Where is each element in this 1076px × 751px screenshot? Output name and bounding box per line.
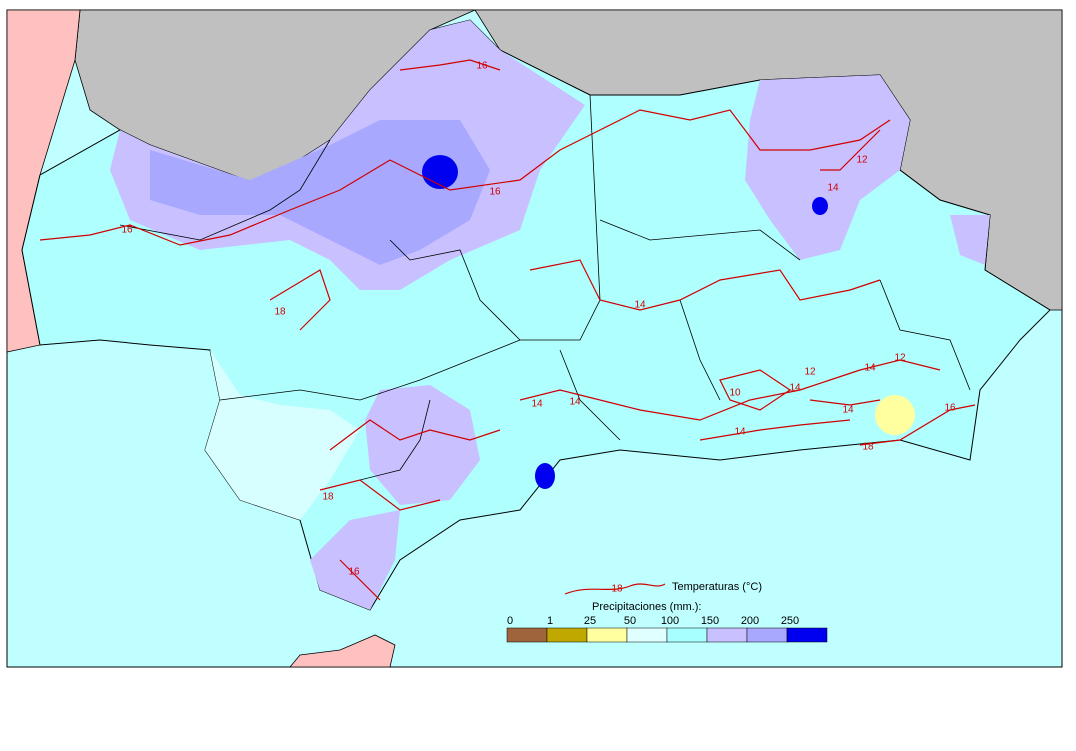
legend: 18 Temperaturas (°C) Precipitaciones (mm…: [506, 581, 828, 643]
scale-tick-label: 150: [701, 615, 719, 627]
contour-label: 14: [827, 183, 839, 194]
contour-label: 18: [274, 307, 286, 318]
contour-label: 12: [856, 155, 868, 166]
contour-label: 16: [489, 187, 501, 198]
precip-25: [875, 395, 915, 435]
legend-temperature-title: Temperaturas (°C): [672, 581, 762, 593]
scale-tick-label: 25: [584, 615, 596, 627]
scale-tick-label: 50: [624, 615, 636, 627]
contour-label: 16: [944, 403, 956, 414]
scale-swatch: [506, 627, 548, 643]
precip-250: [812, 197, 828, 215]
scale-swatch: [786, 627, 828, 643]
contour-label: 14: [734, 427, 746, 438]
contour-label: 12: [804, 367, 816, 378]
contour-label: 14: [842, 405, 854, 416]
scale-swatch: [666, 627, 708, 643]
scale-swatch: [626, 627, 668, 643]
contour-label: 14: [864, 363, 876, 374]
contour-label: 14: [634, 300, 646, 311]
scale-tick-label: 1: [547, 615, 553, 627]
contour-label: 16: [348, 567, 360, 578]
scale-swatch: [746, 627, 788, 643]
contour-label: 10: [729, 388, 741, 399]
scale-swatch: [546, 627, 588, 643]
scale-swatch: [586, 627, 628, 643]
contour-label: 14: [789, 383, 801, 394]
morocco: [289, 634, 396, 668]
scale-tick-label: 0: [507, 615, 513, 627]
scale-tick-label: 100: [661, 615, 679, 627]
scale-tick-label: 200: [741, 615, 759, 627]
precip-200: [150, 120, 490, 265]
contour-label: 14: [531, 399, 543, 410]
legend-precipitation-title: Precipitaciones (mm.):: [592, 601, 701, 613]
precip-250: [422, 155, 458, 189]
scale-tick-label: 250: [781, 615, 799, 627]
contour-label: 18: [322, 492, 334, 503]
contour-label: 16: [476, 61, 488, 72]
scale-swatch: [706, 627, 748, 643]
contour-label: 14: [569, 397, 581, 408]
pale-region: [205, 350, 360, 520]
contour-label: 16: [121, 225, 133, 236]
contour-label: 12: [894, 353, 906, 364]
precip-150: [745, 75, 910, 260]
precip-150: [310, 385, 480, 610]
legend-sample-label: 18: [611, 584, 623, 595]
precip-150: [950, 215, 990, 265]
contour-label: 18: [862, 442, 874, 453]
precip-250: [535, 463, 555, 489]
legend-sample-line: [564, 583, 666, 595]
